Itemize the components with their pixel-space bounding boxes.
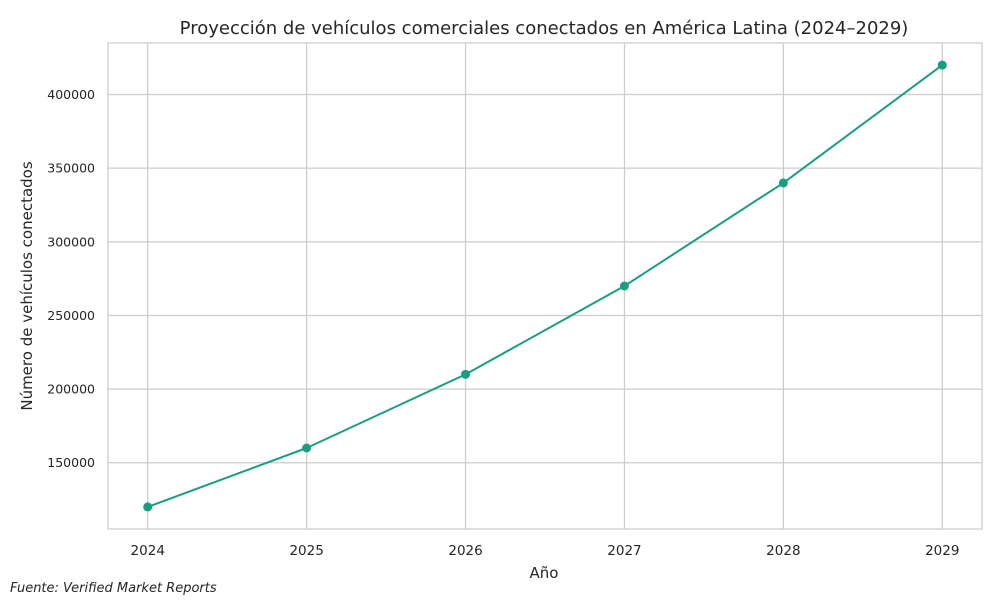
y-axis-ticks: 150000 200000 250000 300000 350000 400000 xyxy=(47,87,95,470)
data-point xyxy=(143,502,153,512)
data-point xyxy=(619,281,629,291)
x-axis-label: Año xyxy=(530,564,559,582)
y-tick-label: 200000 xyxy=(47,382,95,397)
series-line xyxy=(147,64,943,508)
x-tick-label: 2026 xyxy=(448,543,482,559)
grid xyxy=(108,43,982,529)
y-tick-label: 250000 xyxy=(47,308,95,323)
x-tick-label: 2027 xyxy=(607,543,641,559)
data-point xyxy=(778,178,788,188)
x-axis-ticks: 2024 2025 2026 2027 2028 2029 xyxy=(131,543,960,559)
x-tick-label: 2029 xyxy=(925,543,959,559)
y-tick-label: 150000 xyxy=(47,455,95,470)
y-tick-label: 400000 xyxy=(47,87,95,102)
plot-area-frame xyxy=(107,42,983,530)
x-tick-label: 2028 xyxy=(766,543,800,559)
x-tick-label: 2024 xyxy=(131,543,165,559)
x-tick-label: 2025 xyxy=(289,543,323,559)
chart-title: Proyección de vehículos comerciales cone… xyxy=(180,18,909,39)
series-layer xyxy=(143,60,947,512)
y-tick-label: 300000 xyxy=(47,234,95,249)
source-note: Fuente: Verified Market Reports xyxy=(10,581,217,596)
y-tick-label: 350000 xyxy=(47,161,95,176)
data-point xyxy=(461,369,471,379)
data-point xyxy=(937,60,947,70)
y-axis-label: Número de vehículos conectados xyxy=(18,161,36,411)
data-point xyxy=(302,443,312,453)
